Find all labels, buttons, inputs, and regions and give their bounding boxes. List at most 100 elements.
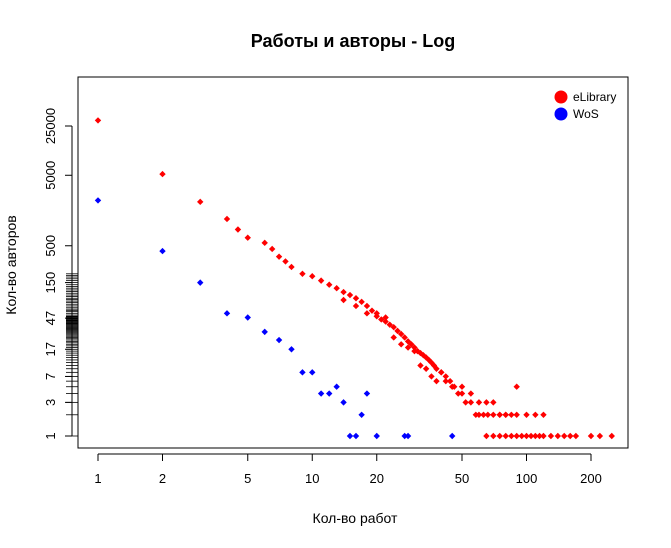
data-point: [513, 432, 520, 440]
data-point: [433, 365, 440, 372]
series-elibrary: [94, 117, 615, 440]
data-point: [159, 170, 166, 178]
data-point: [326, 390, 333, 397]
data-point: [401, 334, 408, 341]
data-point: [608, 432, 615, 440]
data-point: [554, 432, 562, 440]
data-point: [288, 263, 295, 271]
data-point: [422, 365, 430, 372]
data-point: [309, 272, 316, 280]
data-point: [261, 239, 268, 247]
legend: eLibrary WoS: [554, 90, 616, 121]
x-tick-label: 1: [94, 471, 101, 486]
data-point: [340, 399, 347, 406]
data-point: [483, 399, 490, 406]
data-point: [382, 314, 389, 321]
data-point: [532, 432, 539, 440]
data-point: [197, 279, 204, 286]
data-point: [394, 327, 401, 335]
data-point: [268, 245, 276, 253]
data-point: [484, 411, 492, 418]
data-point: [438, 369, 445, 376]
data-point: [390, 334, 397, 341]
data-point: [352, 302, 360, 310]
data-point: [442, 373, 449, 380]
data-point: [299, 369, 306, 376]
legend-marker: [554, 90, 568, 104]
data-point: [458, 390, 466, 397]
data-point: [449, 383, 456, 390]
data-point: [340, 296, 347, 304]
data-point: [490, 411, 497, 418]
data-point: [587, 432, 595, 440]
data-point: [523, 411, 530, 418]
data-point: [567, 432, 574, 440]
x-tick-label: 100: [516, 471, 538, 486]
data-point: [373, 310, 380, 317]
x-tick-label: 2: [159, 471, 166, 486]
x-tick-label: 200: [580, 471, 602, 486]
data-point: [340, 288, 347, 296]
data-point: [527, 432, 535, 440]
data-point: [483, 432, 490, 440]
data-point: [397, 341, 405, 348]
data-point: [496, 411, 503, 418]
data-point: [275, 336, 283, 344]
series-wos: [94, 197, 456, 440]
y-tick-label: 1: [43, 432, 58, 439]
data-point: [596, 432, 604, 440]
data-point: [508, 411, 515, 418]
data-point: [467, 390, 475, 397]
data-point: [275, 253, 283, 260]
data-points: [94, 117, 615, 440]
data-point: [547, 432, 555, 440]
y-tick-label: 500: [43, 235, 58, 257]
data-point: [475, 411, 483, 418]
data-point: [223, 310, 231, 317]
data-point: [449, 432, 456, 440]
data-point: [373, 432, 380, 440]
data-point: [363, 310, 371, 317]
data-point: [490, 399, 497, 406]
data-point: [513, 411, 520, 418]
data-point: [363, 390, 371, 397]
data-point: [458, 383, 466, 390]
data-point: [467, 399, 475, 406]
data-point: [261, 328, 268, 336]
data-point: [358, 298, 365, 306]
data-point: [428, 373, 435, 380]
data-point: [536, 432, 543, 440]
data-point: [404, 432, 412, 440]
data-point: [508, 432, 515, 440]
data-point: [411, 344, 418, 351]
data-point: [518, 432, 525, 440]
y-tick-label: 3: [43, 399, 58, 406]
data-point: [475, 399, 483, 406]
data-point: [390, 323, 397, 331]
x-axis: 1 2 5 10 20 50 100 200: [94, 453, 602, 486]
plot-frame: [77, 76, 629, 449]
x-tick-label: 5: [244, 471, 251, 486]
data-point: [309, 369, 316, 376]
legend-label: eLibrary: [573, 90, 616, 104]
data-point: [523, 432, 530, 440]
data-point: [352, 295, 360, 302]
data-point: [326, 281, 333, 288]
y-tick-label: 5000: [43, 161, 58, 190]
data-point: [363, 302, 371, 310]
x-tick-label: 10: [305, 471, 319, 486]
y-axis-label: Кол-во авторов: [3, 215, 19, 314]
x-tick-label: 50: [455, 471, 469, 486]
data-point: [197, 198, 204, 206]
data-point: [352, 432, 360, 440]
y-tick-label: 7: [43, 373, 58, 380]
data-point: [317, 390, 325, 397]
data-point: [368, 307, 376, 314]
data-point: [502, 411, 509, 418]
data-point: [496, 432, 503, 440]
y-axis: 1 3 7 17 47 150 500 5000 25000: [43, 108, 73, 440]
data-point: [480, 411, 487, 418]
data-point: [223, 215, 231, 223]
data-point: [411, 347, 418, 355]
data-point: [455, 390, 462, 397]
